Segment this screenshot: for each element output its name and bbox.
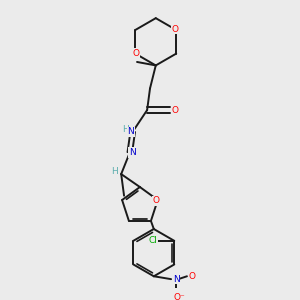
Text: Cl: Cl — [149, 236, 158, 245]
Text: O: O — [133, 49, 140, 58]
Text: O⁻: O⁻ — [173, 293, 185, 300]
Text: N: N — [173, 275, 180, 284]
Text: N: N — [129, 148, 136, 157]
Text: O: O — [153, 196, 160, 205]
Text: O: O — [188, 272, 195, 281]
Text: H: H — [112, 167, 118, 176]
Text: N: N — [128, 127, 134, 136]
Text: H: H — [122, 125, 129, 134]
Text: O: O — [172, 25, 179, 34]
Text: O: O — [172, 106, 179, 115]
